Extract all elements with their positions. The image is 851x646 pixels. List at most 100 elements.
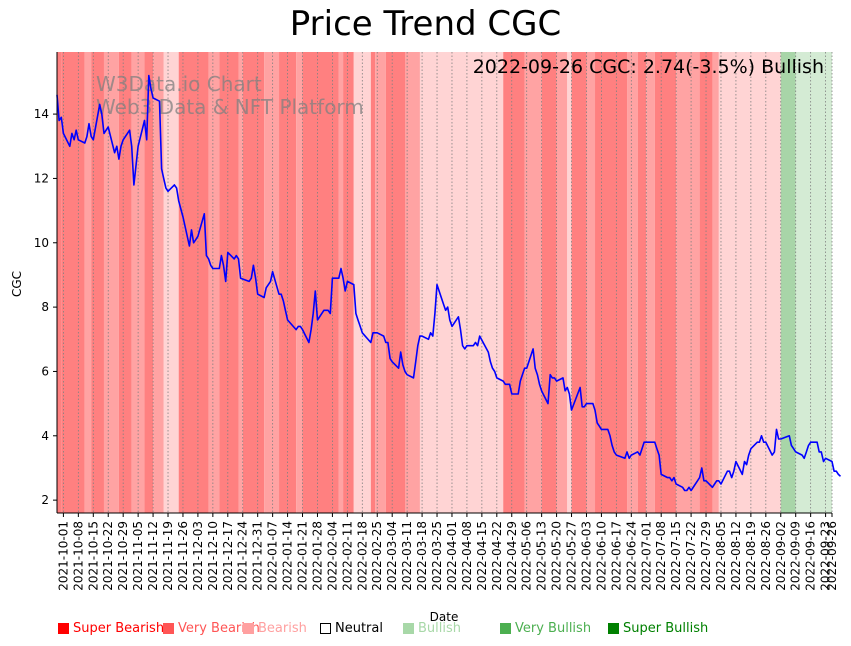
sentiment-band — [676, 52, 700, 513]
x-tick-label: 2022-06-24 — [624, 521, 638, 591]
x-tick-label: 2022-07-15 — [669, 521, 683, 591]
legend-label: Super Bearish — [73, 621, 165, 636]
sentiment-band — [646, 52, 655, 513]
price-line — [56, 74, 842, 492]
price-series — [56, 74, 842, 492]
x-tick-label: 2022-09-09 — [789, 521, 803, 591]
sentiment-band — [419, 52, 467, 513]
sentiment-band — [567, 52, 572, 513]
sentiment-band — [57, 52, 62, 513]
x-tick-label: 2022-09-16 — [804, 521, 818, 591]
legend-label: Bullish — [418, 621, 462, 636]
x-tick-label: 2022-08-12 — [729, 521, 743, 591]
legend-item: Super Bearish — [58, 621, 164, 636]
x-tick-label: 2021-12-10 — [206, 521, 220, 591]
x-tick-label: 2022-05-20 — [550, 521, 564, 591]
x-tick-label: 2021-12-03 — [191, 521, 205, 591]
watermark: W3Data.io Chart Web3 Data & NFT Platform — [96, 72, 364, 119]
sentiment-band — [219, 52, 239, 513]
legend-label: Super Bullish — [623, 621, 709, 636]
sentiment-band — [586, 52, 596, 513]
x-tick-label: 2022-09-23 — [819, 521, 833, 591]
x-tick-label: 2022-04-29 — [505, 521, 519, 591]
x-tick-label: 2022-05-06 — [520, 521, 534, 591]
y-tick-label: 12 — [34, 171, 49, 185]
legend-item: Neutral — [320, 621, 383, 636]
x-tick-label: 2022-07-08 — [654, 521, 668, 591]
sentiment-band — [370, 52, 376, 513]
x-tick-label: 2022-06-03 — [579, 521, 593, 591]
sentiment-band — [163, 52, 179, 513]
x-tick-label: 2022-04-15 — [475, 521, 489, 591]
x-tick-label: 2021-10-22 — [101, 521, 115, 591]
sentiment-band — [385, 52, 406, 513]
x-tick-label: 2021-11-05 — [131, 521, 145, 591]
x-tick-label: 2022-03-18 — [415, 521, 429, 591]
x-tick-label: 2022-08-26 — [759, 521, 773, 591]
x-tick-label: 2022-02-11 — [340, 521, 354, 591]
sentiment-band — [279, 52, 297, 513]
sentiment-band — [712, 52, 719, 513]
y-axis-label: CGC — [10, 271, 24, 297]
x-tick-label: 2021-10-08 — [71, 521, 85, 591]
x-tick-label: 2022-02-18 — [355, 521, 369, 591]
x-tick-label: 2022-02-25 — [370, 521, 384, 591]
x-tick-label: 2022-03-11 — [400, 521, 414, 591]
x-tick-label: 2022-02-04 — [325, 521, 339, 591]
sentiment-band — [524, 52, 542, 513]
legend-item: Very Bullish — [500, 621, 591, 636]
sentiment-band — [571, 52, 587, 513]
sentiment-band — [118, 52, 132, 513]
x-tick-label: 2021-10-01 — [56, 521, 70, 591]
x-tick-label: 2022-04-01 — [445, 521, 459, 591]
sentiment-band — [405, 52, 420, 513]
sentiment-band — [103, 52, 119, 513]
legend-swatch — [58, 623, 69, 634]
chart-title: Price Trend CGC — [289, 4, 562, 44]
sentiment-band — [353, 52, 371, 513]
legend-swatch — [500, 623, 511, 634]
x-tick-label: 2022-07-01 — [639, 521, 653, 591]
sentiment-band — [375, 52, 386, 513]
x-tick-label: 2021-12-17 — [221, 521, 235, 591]
legend-swatch — [243, 623, 254, 634]
sentiment-band — [654, 52, 677, 513]
legend-label: Neutral — [335, 621, 383, 636]
x-tick-label: 2022-07-22 — [684, 521, 698, 591]
sentiment-band — [208, 52, 220, 513]
x-tick-label: 2022-09-26 — [825, 521, 839, 591]
legend-label: Very Bearish — [178, 621, 260, 636]
sentiment-band — [91, 52, 104, 513]
sentiment-band — [556, 52, 568, 513]
x-tick-label: 2022-08-05 — [714, 521, 728, 591]
x-axis-ticks: 2021-10-01 2021-10-08 2021-10-15 2021-10-22… — [56, 513, 839, 591]
sentiment-band — [144, 52, 154, 513]
sentiment-band — [238, 52, 243, 513]
sentiment-band — [718, 52, 781, 513]
sentiment-band — [699, 52, 713, 513]
x-tick-label: 2021-12-24 — [236, 521, 250, 591]
x-tick-label: 2021-12-31 — [251, 521, 265, 591]
x-tick-label: 2022-03-25 — [430, 521, 444, 591]
sentiment-bands — [57, 52, 832, 513]
x-tick-label: 2021-11-19 — [161, 521, 175, 591]
sentiment-band — [153, 52, 164, 513]
legend-label: Very Bullish — [515, 621, 592, 636]
y-tick-label: 10 — [34, 236, 49, 250]
x-tick-label: 2022-08-19 — [744, 521, 758, 591]
sentiment-band — [338, 52, 344, 513]
x-tick-label: 2022-04-22 — [490, 521, 504, 591]
legend-swatch — [403, 623, 414, 634]
sentiment-band — [637, 52, 647, 513]
y-tick-label: 2 — [41, 493, 49, 507]
legend-swatch — [608, 623, 619, 634]
watermark-line-2: Web3 Data & NFT Platform — [96, 95, 364, 119]
legend-item: Super Bullish — [608, 621, 708, 636]
legend-swatch — [163, 623, 174, 634]
x-tick-label: 2022-01-21 — [296, 521, 310, 591]
x-tick-label: 2022-01-14 — [281, 521, 295, 591]
sentiment-band — [627, 52, 638, 513]
y-axis-ticks: 2 4 6 8 10 12 14 — [34, 107, 57, 507]
sentiment-band — [541, 52, 557, 513]
y-tick-label: 14 — [34, 107, 49, 121]
